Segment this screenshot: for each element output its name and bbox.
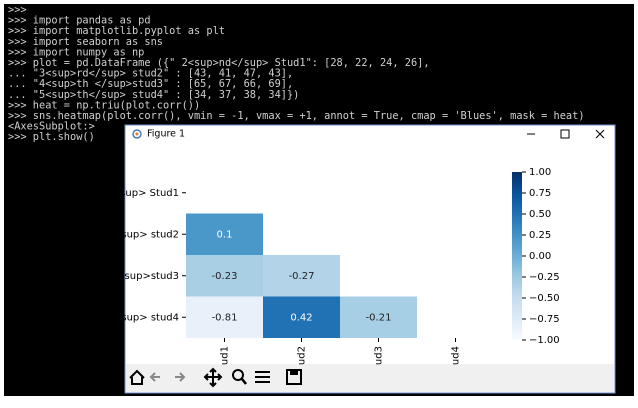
configure-button[interactable] (255, 371, 270, 383)
cell (263, 296, 340, 338)
cell-label: -0.27 (289, 271, 315, 282)
cell (340, 296, 417, 338)
x-tick-label: ud3 (374, 346, 385, 365)
y-tick-label: sup> stud2 (121, 229, 179, 240)
terminal-line: >>> import seaborn as sns (8, 36, 163, 48)
pan-button[interactable] (203, 367, 223, 388)
terminal-line: <AxesSubplot:> (8, 121, 95, 133)
colorbar-tick-label: 1.00 (529, 167, 551, 178)
terminal-line: >>> sns.heatmap(plot.corr(), vmin = -1, … (8, 110, 585, 122)
cell-label: -0.81 (212, 312, 238, 323)
toolbar (126, 364, 614, 392)
back-button[interactable] (149, 372, 160, 382)
cell (186, 296, 263, 338)
cell (263, 255, 340, 297)
colorbar-tick-label: −1.00 (529, 335, 560, 346)
zoom-button[interactable] (232, 369, 247, 385)
terminal-line: ... "4<sup>th </sup>stud3" : [65, 67, 66… (8, 78, 293, 90)
cell-label: -0.23 (212, 271, 238, 282)
terminal-line: >>> heat = np.triu(plot.corr()) (8, 99, 200, 111)
colorbar (512, 172, 522, 340)
colorbar-tick-label: −0.25 (529, 272, 560, 283)
terminal-line: >>> import numpy as np (8, 46, 144, 58)
cell-label: 0.42 (290, 312, 312, 323)
heatmap: sup> Stud1 sup> stud2 0.1 sup>stud3 -0.23 -0.… (120, 167, 559, 365)
colorbar-tick-label: 0.00 (529, 251, 551, 262)
save-button[interactable] (286, 369, 302, 385)
terminal-line: >>> plt.show() (8, 131, 95, 143)
x-tick-label: ud1 (220, 346, 231, 365)
terminal: >>>>>> import pandas as pd>>> import mat… (8, 4, 585, 143)
cell (186, 255, 263, 297)
terminal-line: >>> plot = pd.DataFrame ({" 2<sup>nd</su… (8, 57, 430, 69)
colorbar-tick-label: 0.50 (529, 209, 551, 220)
x-tick-label: ud4 (451, 346, 462, 365)
close-button[interactable] (595, 129, 605, 139)
colorbar-tick-label: −0.75 (529, 314, 560, 325)
y-tick-label: sup> Stud1 (120, 188, 179, 199)
cell (186, 213, 263, 255)
y-tick-label: sup> stud4 (121, 312, 179, 323)
terminal-line: >>> import pandas as pd (8, 15, 151, 27)
terminal-line: >>> import matplotlib.pyplot as plt (8, 25, 225, 37)
terminal-line: ... "5<sup>th</sup> stud4" : [34, 37, 38… (8, 89, 299, 101)
colorbar-tick-label: 0.75 (529, 188, 551, 199)
terminal-line: >>> (8, 4, 27, 16)
cell-label: 0.1 (217, 229, 233, 240)
terminal-line: ... "3<sup>rd</sup> stud2" : [43, 41, 47… (8, 68, 293, 80)
colorbar-tick-label: 0.25 (529, 230, 551, 241)
home-button[interactable] (129, 369, 145, 385)
x-tick-label: ud2 (297, 346, 308, 365)
maximize-button[interactable] (560, 129, 570, 139)
colorbar-tick-label: −0.50 (529, 293, 560, 304)
forward-button[interactable] (175, 372, 186, 382)
window-title: Figure 1 (147, 129, 185, 140)
y-tick-label: sup>stud3 (125, 271, 179, 282)
cell-label: -0.21 (366, 312, 392, 323)
window-icon (132, 129, 142, 139)
